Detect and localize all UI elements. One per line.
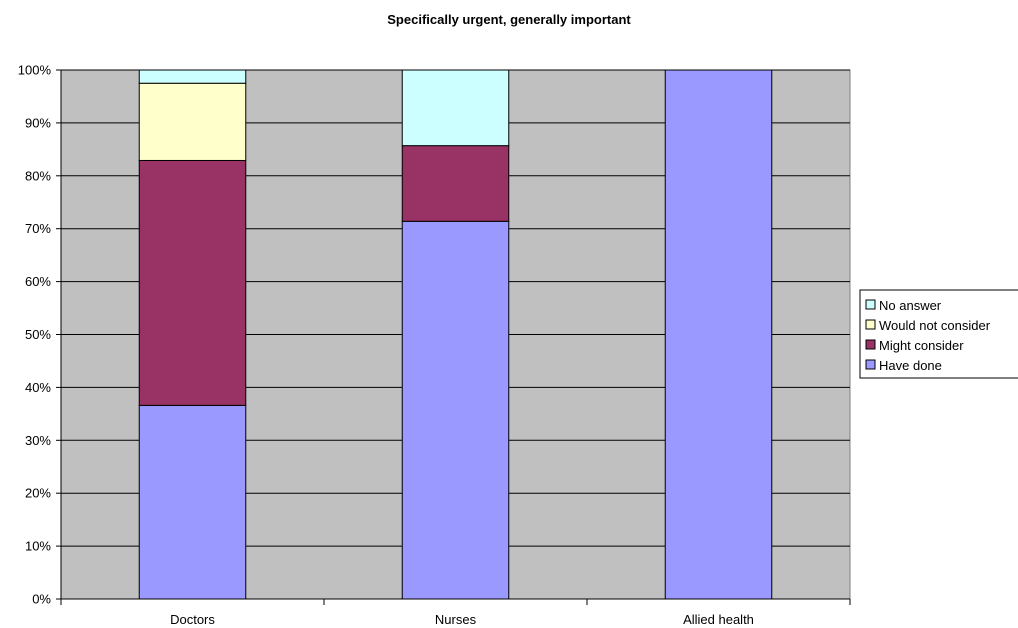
legend-label: Would not consider <box>879 318 991 333</box>
y-tick-label: 60% <box>25 274 51 289</box>
bar-might-consider <box>401 145 510 222</box>
y-tick-label: 30% <box>25 433 51 448</box>
bar-would-not-consider <box>138 82 247 161</box>
y-tick-label: 0% <box>32 592 51 607</box>
bar-might-consider <box>138 159 247 406</box>
legend-box <box>859 289 1018 379</box>
chart-title: Specifically urgent, generally important <box>387 12 631 27</box>
y-tick-label: 80% <box>25 168 51 183</box>
bar-no-answer <box>401 69 510 147</box>
bar-have-done <box>138 404 247 600</box>
y-tick-label: 50% <box>25 327 51 342</box>
legend-label: Might consider <box>879 338 964 353</box>
plot-area: 0% 10% 20% 30% 40% 50% 60% 70% 80% 90% 100% Doctors… <box>18 63 851 627</box>
y-tick-label: 70% <box>25 221 51 236</box>
y-tick-label: 10% <box>25 539 51 554</box>
legend-swatch <box>865 359 876 370</box>
bar-no-answer <box>138 69 247 84</box>
x-tick-label: Nurses <box>435 612 477 627</box>
y-tick-label: 100% <box>18 63 52 78</box>
bar-have-done <box>401 220 510 600</box>
legend: No answer Would not consider Might conside… <box>859 289 1018 379</box>
bar-have-done <box>664 69 773 600</box>
legend-label: No answer <box>879 298 942 313</box>
y-tick-label: 20% <box>25 486 51 501</box>
legend-swatch <box>865 299 876 310</box>
y-tick-label: 90% <box>25 115 51 130</box>
y-tick-label: 40% <box>25 380 51 395</box>
x-tick-label: Doctors <box>170 612 215 627</box>
x-tick-label: Allied health <box>683 612 754 627</box>
legend-swatch <box>865 339 876 350</box>
legend-label: Have done <box>879 358 942 373</box>
legend-swatch <box>865 319 876 330</box>
